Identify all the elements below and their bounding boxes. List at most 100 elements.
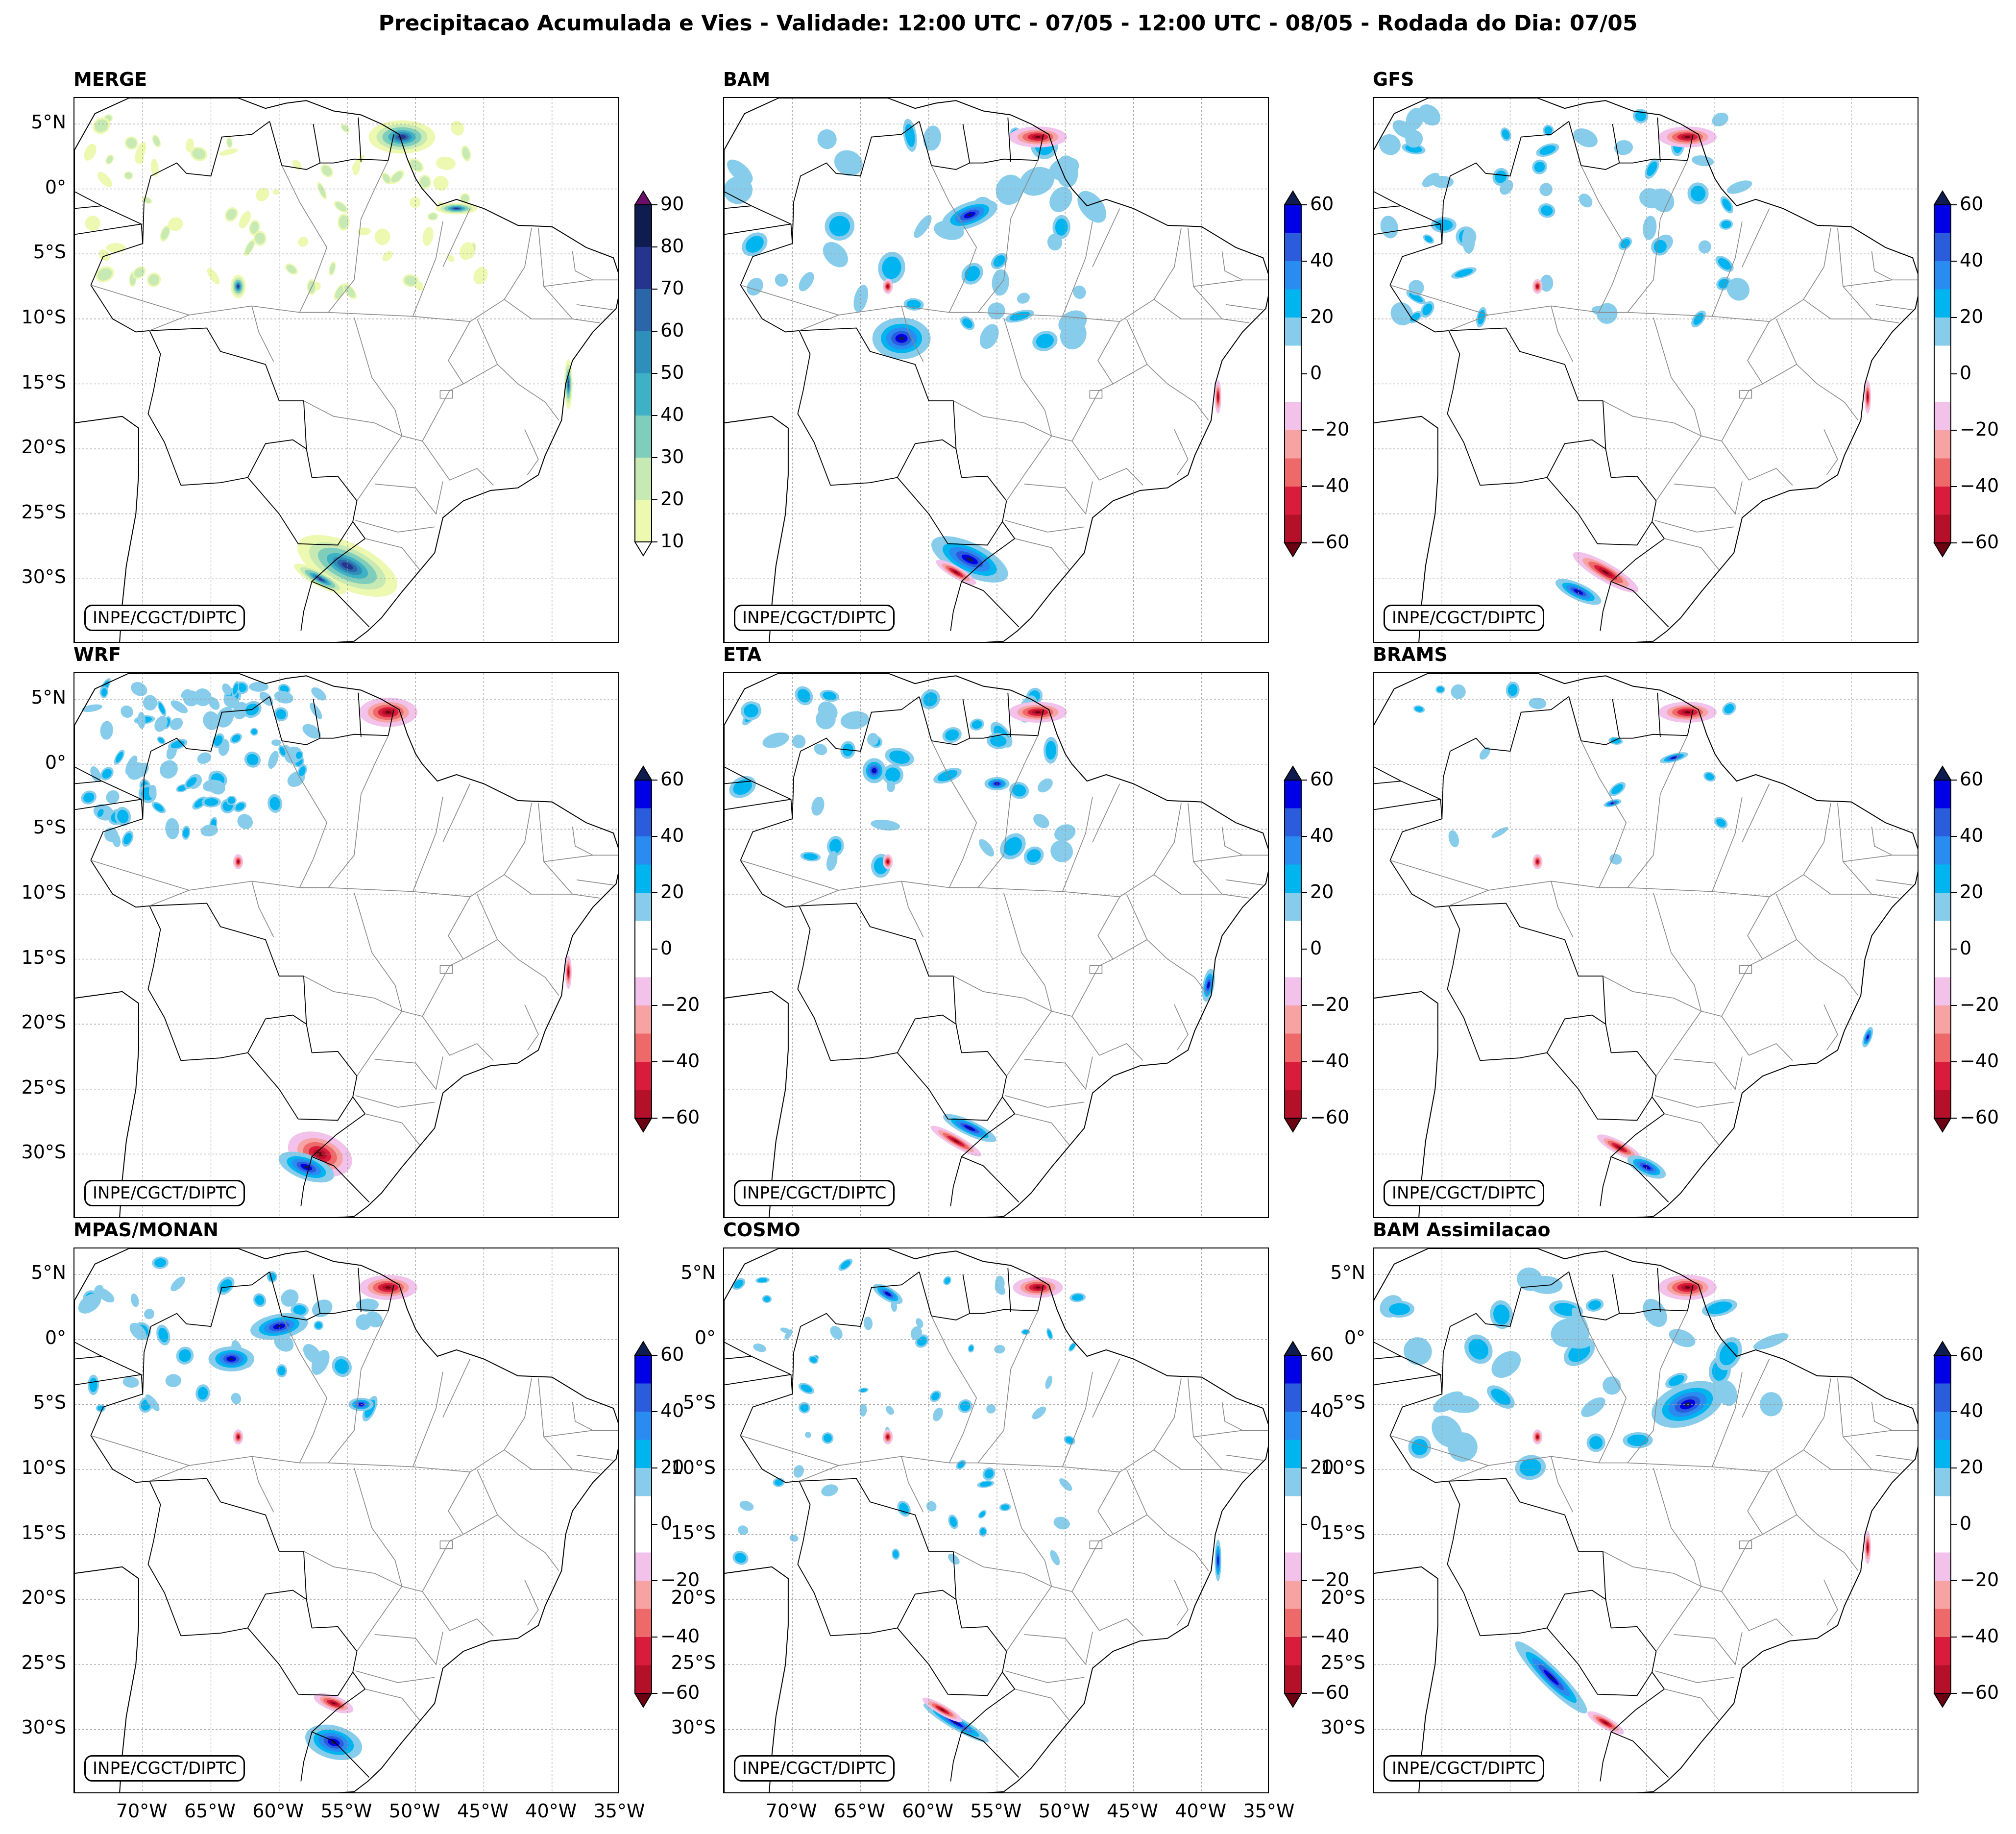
map-panel-bam-assimilacao[interactable]: INPE/CGCT/DIPTC [1373,1247,1919,1793]
colorbar-tick-label: −20 [1960,994,1999,1015]
colorbar-tick-label: 80 [660,235,684,257]
colorbar-segment [1934,780,1951,808]
coastline [74,673,618,1217]
colorbar-segment [635,1440,652,1468]
lat-label: 25°S [21,1651,66,1673]
colorbar-tick [652,289,657,290]
colorbar-tick-label: −60 [1960,1106,1999,1128]
credit-label: INPE/CGCT/DIPTC [734,605,895,631]
map-panel-gfs[interactable]: INPE/CGCT/DIPTC [1373,97,1919,643]
map-panel-brams[interactable]: INPE/CGCT/DIPTC [1373,672,1919,1218]
map-panel-mpas-monan[interactable]: INPE/CGCT/DIPTC [73,1247,619,1793]
colorbar-tick [1301,892,1307,893]
colorbar-segment [1934,318,1951,346]
map-panel-eta[interactable]: INPE/CGCT/DIPTC [723,672,1269,1218]
colorbar-tick-label: 40 [1310,1400,1334,1421]
colorbar-segment [635,921,652,950]
colorbar-segment [1934,808,1951,837]
map-panel-merge[interactable]: INPE/CGCT/DIPTC [73,97,619,643]
field-layer [84,114,573,597]
colorbar-segment [1934,1581,1951,1609]
coastline [1374,98,1918,642]
lat-label: 5°S [33,1392,66,1414]
colorbar-tick-label: 0 [1310,1513,1322,1534]
colorbar-tick-label: −20 [660,994,700,1015]
lat-label: 25°S [21,1076,66,1098]
colorbar-tick [1301,430,1307,431]
graticule [1374,673,1918,1217]
colorbar-tick-label: 90 [660,193,684,215]
colorbar-segment [1285,1033,1301,1062]
colorbar-segment [1285,514,1301,543]
colorbar-tick-label: 20 [1310,1456,1334,1478]
colorbar-tick-label: 20 [1310,306,1334,327]
colorbar-segment [1934,1090,1951,1119]
colorbar-tick-label: 20 [1960,881,1984,903]
colorbar-tick-label: −20 [1960,1569,1999,1590]
colorbar-tick [652,499,657,500]
colorbar-segment [1934,921,1951,950]
colorbar-tick-label: 30 [660,446,684,467]
colorbar-tick-label: 40 [660,825,684,846]
lat-label: 0° [694,1326,716,1348]
colorbar-segment [1285,345,1301,374]
colorbar-segment [1285,1355,1301,1384]
country-borders [1374,692,1694,1206]
colorbar-segment [1285,893,1301,921]
colorbar-segment [1285,864,1301,893]
colorbar-segment [635,977,652,1006]
colorbar-tick-label: −60 [660,1106,700,1128]
colorbar-tick-label: 40 [660,1400,684,1421]
colorbar-tick-label: −60 [1960,1682,1999,1703]
colorbar-tick [652,1580,657,1581]
lat-label: 5°N [31,1262,66,1284]
colorbar-segment [635,836,652,865]
lat-label: 25°S [671,1651,716,1673]
colorbar-segment [635,949,652,978]
colorbar-segment [1285,808,1301,837]
panel-title: BAM [723,69,771,90]
colorbar-tick [1951,949,1957,950]
colorbar-tick [1301,1693,1307,1694]
lon-label: 40°W [525,1800,577,1822]
colorbar-tick [1951,1637,1957,1638]
colorbar-segment [635,1524,652,1553]
colorbar-segment [1285,1496,1301,1525]
lat-label: 5°N [680,1262,716,1284]
colorbar-tick [652,1637,657,1638]
colorbar-tick-label: 60 [1310,193,1334,215]
colorbar-extend-min [1933,542,1952,558]
colorbar-tick-label: −60 [1960,531,1999,553]
colorbar-tick-label: 60 [1310,768,1334,790]
colorbar-tick [1301,204,1307,205]
colorbar-tick [652,780,657,781]
lat-label: 5°S [1332,1392,1365,1414]
lon-label: 50°W [389,1800,440,1822]
colorbar-extend-max [634,1341,653,1356]
lat-label: 30°S [21,566,66,588]
colorbar-tick [1301,1524,1307,1525]
lon-label: 55°W [320,1800,372,1822]
panel-title: MPAS/MONAN [73,1219,219,1241]
lat-label: 10°S [21,1456,66,1478]
colorbar-segment [1285,1090,1301,1119]
colorbar-tick-label: −40 [1310,475,1350,496]
map-panel-wrf[interactable]: INPE/CGCT/DIPTC [73,672,619,1218]
credit-label: INPE/CGCT/DIPTC [1384,605,1545,631]
lat-label: 10°S [1320,1456,1365,1478]
colorbar-segment [1934,977,1951,1006]
colorbar-5 [1933,765,1952,1133]
colorbar-extend-min [1284,1693,1302,1708]
colorbar-segment [1285,487,1301,515]
lat-label: 15°S [21,371,66,393]
map-panel-cosmo[interactable]: INPE/CGCT/DIPTC [723,1247,1269,1793]
map-canvas [724,1248,1268,1792]
credit-label: INPE/CGCT/DIPTC [1384,1180,1545,1206]
colorbar-segment [635,1383,652,1412]
map-canvas [724,673,1268,1217]
lat-label: 0° [45,176,66,198]
coastline [1374,1248,1918,1792]
map-panel-bam[interactable]: INPE/CGCT/DIPTC [723,97,1269,643]
lat-label: 10°S [671,1456,716,1478]
coastline [724,1248,1268,1792]
